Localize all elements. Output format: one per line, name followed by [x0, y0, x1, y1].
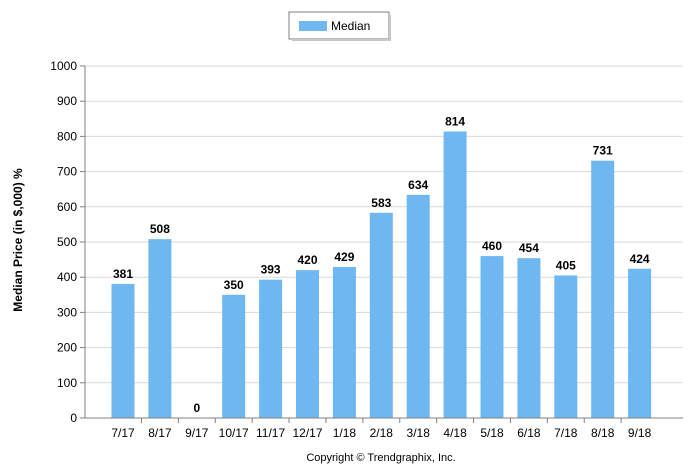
x-tick-label-2-18: 2/18: [370, 426, 394, 440]
data-label-7-17: 381: [113, 267, 133, 281]
x-tick-label-3-18: 3/18: [407, 426, 431, 440]
x-tick-label-8-18: 8/18: [591, 426, 615, 440]
legend: Median: [288, 11, 391, 41]
legend-shadow-bottom: [292, 39, 391, 41]
y-tick-label: 600: [57, 200, 77, 214]
data-label-1-18: 429: [334, 250, 354, 264]
data-label-5-18: 460: [482, 239, 502, 253]
y-tick-label: 500: [57, 235, 77, 249]
y-tick-label: 400: [57, 270, 77, 284]
x-tick-label-7-17: 7/17: [111, 426, 135, 440]
bar-6-18: [517, 258, 541, 418]
legend-label-median: Median: [331, 19, 370, 33]
data-label-2-18: 583: [371, 196, 391, 210]
data-label-7-18: 405: [556, 258, 576, 272]
data-labels: 381 508 0 350 393 420 429 583 634 814 460 454 405 731…: [113, 114, 650, 415]
legend-shadow-right: [389, 15, 391, 41]
y-tick-label: 300: [57, 305, 77, 319]
x-tick-label-10-17: 10/17: [219, 426, 249, 440]
x-tick-label-12-17: 12/17: [292, 426, 322, 440]
copyright-text: Copyright © Trendgraphix, Inc.: [306, 452, 455, 464]
data-label-8-18: 731: [593, 144, 613, 158]
x-tick-label-7-18: 7/18: [554, 426, 578, 440]
x-tick-label-6-18: 6/18: [517, 426, 541, 440]
bar-1-18: [332, 266, 356, 418]
bar-12-17: [296, 270, 319, 418]
bars: [111, 131, 652, 419]
axes: [84, 66, 683, 419]
y-tick-label: 900: [57, 94, 77, 108]
x-tick-label-1-18: 1/18: [333, 426, 357, 440]
y-tick-label: 1000: [50, 59, 77, 73]
y-tick-labels: 0 100 200 300 400 500 600 700 800 900 1000: [50, 59, 77, 425]
bar-4-18: [443, 131, 467, 419]
y-axis-label: Median Price (in $,000) %: [11, 168, 25, 312]
x-tick-label-8-17: 8/17: [148, 426, 172, 440]
data-label-10-17: 350: [224, 278, 244, 292]
data-label-4-18: 814: [445, 114, 465, 128]
x-tick-label-9-18: 9/18: [628, 426, 652, 440]
bar-8-18: [591, 160, 615, 419]
data-label-8-17: 508: [150, 222, 170, 236]
x-tick-label-5-18: 5/18: [480, 426, 504, 440]
data-label-9-17: 0: [193, 401, 200, 415]
data-label-6-18: 454: [519, 241, 539, 255]
y-tick-label: 700: [57, 165, 77, 179]
bar-9-18: [628, 268, 652, 418]
bar-3-18: [406, 194, 430, 418]
data-label-9-18: 424: [630, 252, 650, 266]
bar-2-18: [369, 212, 393, 418]
bar-10-17: [222, 294, 246, 418]
x-tick-label-4-18: 4/18: [443, 426, 467, 440]
y-tick-label: 0: [70, 411, 77, 425]
data-label-12-17: 420: [297, 253, 317, 267]
y-tick-label: 800: [57, 129, 77, 143]
x-tick-labels: 7/17 8/17 9/17 10/17 11/17 12/17 1/18 2/18 3/18 4…: [111, 418, 652, 440]
x-tick-label-11-17: 11/17: [256, 426, 285, 440]
bar-11-17: [259, 279, 283, 418]
bar-8-17: [148, 239, 172, 418]
y-tick-label: 200: [57, 341, 77, 355]
bar-7-18: [554, 275, 578, 418]
x-tick-label-9-17: 9/17: [185, 426, 209, 440]
bar-5-18: [480, 256, 504, 418]
data-label-3-18: 634: [408, 178, 428, 192]
y-tick-label: 100: [57, 376, 77, 390]
legend-swatch-median: [299, 21, 327, 31]
bar-7-17: [111, 283, 135, 418]
data-label-11-17: 393: [261, 263, 281, 277]
